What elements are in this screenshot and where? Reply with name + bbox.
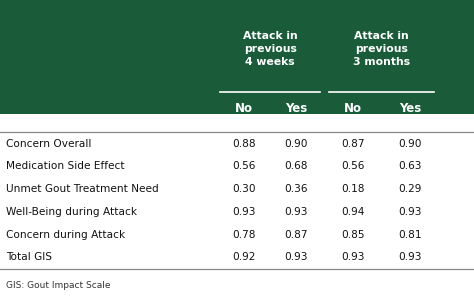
Text: Unmet Gout Treatment Need: Unmet Gout Treatment Need (6, 184, 158, 194)
Text: 0.81: 0.81 (398, 230, 422, 240)
Text: 0.63: 0.63 (398, 161, 422, 171)
Text: 0.93: 0.93 (398, 207, 422, 217)
Text: 0.92: 0.92 (232, 252, 256, 263)
Text: 0.93: 0.93 (398, 252, 422, 263)
Text: 0.93: 0.93 (232, 207, 256, 217)
Text: 0.56: 0.56 (341, 161, 365, 171)
Text: 0.68: 0.68 (284, 161, 308, 171)
Text: Yes: Yes (285, 102, 307, 115)
Bar (0, 0, 474, 114)
Text: 0.30: 0.30 (232, 184, 256, 194)
Text: 0.56: 0.56 (232, 161, 256, 171)
Text: No: No (344, 102, 362, 115)
Text: 0.94: 0.94 (341, 207, 365, 217)
Text: 0.93: 0.93 (284, 207, 308, 217)
Text: Medication Side Effect: Medication Side Effect (6, 161, 124, 171)
Text: Concern Overall: Concern Overall (6, 138, 91, 148)
Text: 0.88: 0.88 (232, 138, 256, 148)
Text: GIS: Gout Impact Scale: GIS: Gout Impact Scale (6, 281, 110, 290)
Text: 0.78: 0.78 (232, 230, 256, 240)
Text: 0.87: 0.87 (284, 230, 308, 240)
Text: Well-Being during Attack: Well-Being during Attack (6, 207, 137, 217)
Text: 0.85: 0.85 (341, 230, 365, 240)
Text: 0.29: 0.29 (398, 184, 422, 194)
Text: Total GIS: Total GIS (6, 252, 52, 263)
Text: 0.93: 0.93 (284, 252, 308, 263)
Text: Attack in
previous
3 months: Attack in previous 3 months (353, 31, 410, 67)
Text: Concern during Attack: Concern during Attack (6, 230, 125, 240)
Text: Yes: Yes (399, 102, 421, 115)
Text: 0.87: 0.87 (341, 138, 365, 148)
Text: No: No (235, 102, 253, 115)
Text: 0.93: 0.93 (341, 252, 365, 263)
Text: Attack in
previous
4 weeks: Attack in previous 4 weeks (243, 31, 298, 67)
Text: 0.18: 0.18 (341, 184, 365, 194)
Text: 0.90: 0.90 (284, 138, 308, 148)
Text: 0.90: 0.90 (398, 138, 422, 148)
Text: 0.36: 0.36 (284, 184, 308, 194)
